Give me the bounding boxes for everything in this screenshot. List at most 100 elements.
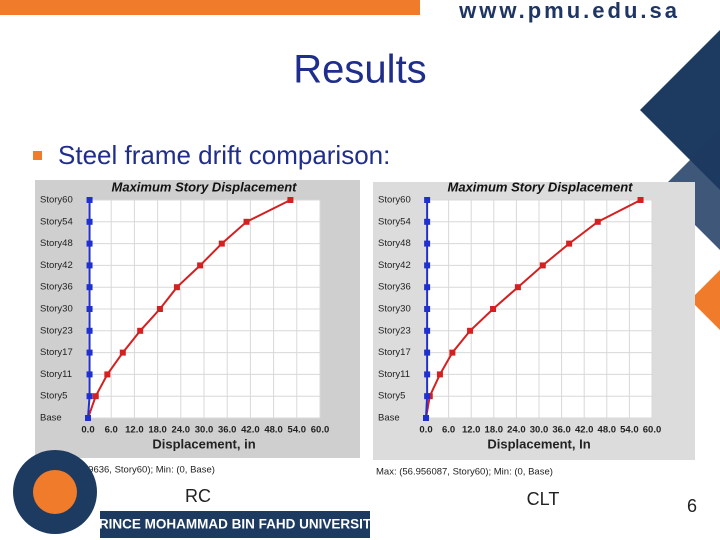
y-tick-label: Base [378, 413, 400, 424]
y-tick-label: Base [40, 413, 62, 424]
data-point [86, 349, 93, 356]
charts: Maximum Story Displacement 0.0 6.0 12.0 18.0… [38, 179, 661, 477]
y-tick-label: Story5 [378, 391, 405, 402]
data-point [566, 240, 573, 247]
data-point [173, 284, 180, 291]
x-tick-label: 48.0 [264, 425, 283, 436]
x-tick-label: 30.0 [530, 425, 549, 436]
logo [33, 470, 77, 514]
chart-footer: Max: (52.349636, Story60); Min: (0, Base… [38, 465, 215, 476]
data-point [490, 306, 497, 312]
data-point [243, 218, 250, 225]
y-tick-label: Story60 [40, 195, 73, 206]
data-point [539, 262, 546, 269]
chart-title: Maximum Story Displacement [112, 179, 298, 194]
data-point [86, 284, 93, 291]
data-point [197, 262, 204, 269]
university-name: PRINCE MOHAMMAD BIN FAHD UNIVERSITY [90, 517, 380, 532]
x-tick-label: 12.0 [462, 425, 481, 436]
y-tick-label: Story36 [378, 282, 411, 293]
data-point [449, 349, 456, 356]
y-tick-label: Story17 [40, 347, 73, 358]
y-tick-label: Story5 [40, 391, 67, 402]
chart-footer: Max: (56.956087, Story60); Min: (0, Base… [376, 467, 553, 478]
y-tick-label: Story17 [378, 347, 411, 358]
x-tick-label: 24.0 [507, 425, 526, 436]
data-point [423, 415, 429, 421]
x-tick-label: 60.0 [311, 425, 330, 436]
x-tick-label: 54.0 [288, 425, 307, 436]
data-point [85, 415, 91, 421]
data-point [218, 240, 225, 247]
y-tick-label: Story48 [40, 238, 73, 249]
x-tick-label: 18.0 [148, 425, 167, 436]
data-point [86, 197, 93, 203]
x-tick-label: 36.0 [552, 425, 571, 436]
data-point [594, 218, 601, 225]
data-point [137, 327, 144, 334]
y-tick-label: Story11 [40, 369, 72, 380]
data-point [424, 197, 431, 203]
data-point [86, 371, 93, 378]
y-tick-label: Story30 [378, 304, 411, 315]
website: www.pmu.edu.sa [458, 0, 680, 23]
data-point [92, 393, 99, 400]
data-point [86, 240, 93, 247]
data-point [424, 284, 431, 291]
data-point [467, 327, 474, 334]
x-tick-label: 18.0 [485, 425, 504, 436]
data-point [119, 349, 126, 356]
x-tick-label: 54.0 [620, 425, 639, 436]
x-tick-label: 60.0 [643, 425, 662, 436]
x-axis-label: Displacement, In [487, 436, 590, 451]
y-tick-label: Story11 [378, 369, 410, 380]
data-point [424, 349, 431, 356]
y-tick-label: Story42 [40, 260, 73, 271]
y-tick-label: Story36 [40, 282, 73, 293]
top-bar [0, 0, 420, 15]
y-tick-label: Story48 [378, 238, 411, 249]
y-tick-label: Story54 [40, 216, 73, 227]
data-point [424, 393, 431, 400]
y-tick-label: Story23 [40, 325, 73, 336]
y-tick-label: Story42 [378, 260, 411, 271]
x-axis-label: Displacement, in [152, 436, 255, 451]
data-point [637, 197, 644, 203]
data-point [86, 327, 93, 334]
bullet-marker [33, 151, 42, 160]
x-tick-label: 24.0 [172, 425, 191, 436]
data-point [424, 240, 431, 247]
x-tick-label: 0.0 [419, 425, 432, 436]
x-tick-label: 0.0 [81, 425, 94, 436]
data-point [86, 262, 93, 269]
data-point [287, 197, 294, 203]
x-tick-label: 36.0 [218, 425, 237, 436]
y-tick-label: Story30 [40, 304, 73, 315]
data-point [424, 262, 431, 269]
x-tick-label: 12.0 [125, 425, 144, 436]
data-point [424, 306, 431, 312]
data-point [424, 327, 431, 334]
banner [100, 511, 370, 538]
slide-title: Results [293, 48, 426, 92]
x-tick-label: 42.0 [241, 425, 260, 436]
y-tick-label: Story54 [378, 216, 411, 227]
data-point [86, 393, 93, 400]
y-tick-label: Story23 [378, 325, 411, 336]
chart-title: Maximum Story Displacement [448, 179, 634, 194]
page-number: 6 [687, 496, 697, 516]
data-point [156, 306, 163, 312]
caption: CLT [527, 489, 560, 509]
bullet-text: Steel frame drift comparison: [58, 140, 390, 170]
x-tick-label: 42.0 [575, 425, 594, 436]
x-tick-label: 6.0 [442, 425, 455, 436]
data-point [424, 218, 431, 225]
decoration [690, 270, 720, 330]
x-tick-label: 48.0 [598, 425, 617, 436]
data-point [514, 284, 521, 291]
caption: RC [185, 486, 211, 506]
x-tick-label: 30.0 [195, 425, 214, 436]
data-point [86, 218, 93, 225]
x-tick-label: 6.0 [105, 425, 118, 436]
